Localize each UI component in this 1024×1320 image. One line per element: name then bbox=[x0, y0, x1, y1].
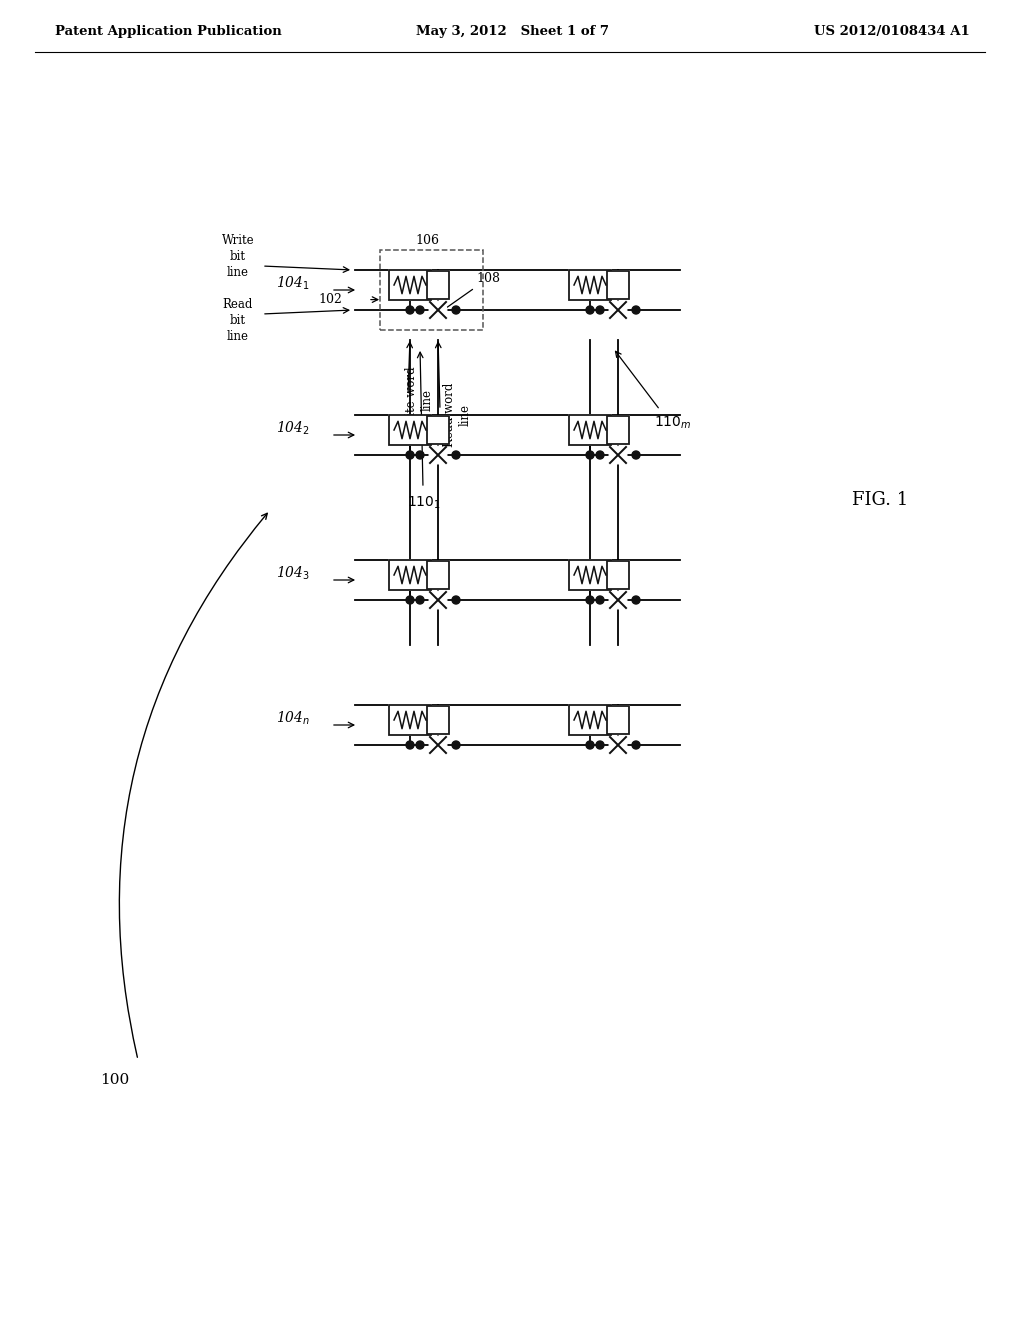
Bar bbox=[426, 705, 450, 735]
Circle shape bbox=[452, 597, 460, 605]
Bar bbox=[569, 560, 611, 590]
Circle shape bbox=[452, 306, 460, 314]
Text: Patent Application Publication: Patent Application Publication bbox=[55, 25, 282, 38]
Circle shape bbox=[632, 451, 640, 459]
Circle shape bbox=[416, 306, 424, 314]
Circle shape bbox=[596, 597, 604, 605]
Circle shape bbox=[586, 741, 594, 748]
Circle shape bbox=[452, 741, 460, 748]
Text: Read
bit
line: Read bit line bbox=[223, 297, 253, 342]
Bar bbox=[427, 561, 449, 589]
Bar bbox=[568, 558, 612, 591]
Bar bbox=[427, 706, 449, 734]
Circle shape bbox=[429, 446, 446, 463]
Circle shape bbox=[406, 451, 414, 459]
Text: 106: 106 bbox=[415, 234, 439, 247]
Text: 102: 102 bbox=[318, 293, 342, 306]
Text: 104$_3$: 104$_3$ bbox=[276, 564, 310, 582]
Circle shape bbox=[406, 597, 414, 605]
Bar bbox=[389, 705, 431, 735]
Circle shape bbox=[429, 591, 446, 609]
Bar bbox=[569, 414, 611, 445]
Bar bbox=[389, 560, 431, 590]
Bar bbox=[388, 269, 432, 301]
Circle shape bbox=[632, 597, 640, 605]
Circle shape bbox=[609, 301, 627, 319]
Bar bbox=[606, 560, 630, 590]
Bar bbox=[606, 271, 630, 300]
Bar bbox=[568, 704, 612, 737]
Text: $110_m$: $110_m$ bbox=[654, 414, 692, 432]
Circle shape bbox=[416, 597, 424, 605]
Bar bbox=[607, 561, 629, 589]
Bar bbox=[569, 271, 611, 300]
Bar bbox=[569, 705, 611, 735]
Bar bbox=[388, 704, 432, 737]
Circle shape bbox=[609, 446, 627, 463]
Text: $110_1$: $110_1$ bbox=[408, 495, 441, 511]
Bar bbox=[606, 705, 630, 735]
Text: May 3, 2012   Sheet 1 of 7: May 3, 2012 Sheet 1 of 7 bbox=[416, 25, 608, 38]
Circle shape bbox=[632, 306, 640, 314]
Circle shape bbox=[586, 597, 594, 605]
Circle shape bbox=[416, 451, 424, 459]
Bar bbox=[568, 414, 612, 446]
Text: 108: 108 bbox=[442, 272, 500, 310]
Circle shape bbox=[609, 737, 627, 754]
Bar bbox=[426, 414, 450, 445]
Bar bbox=[607, 416, 629, 444]
Circle shape bbox=[632, 741, 640, 748]
Text: FIG. 1: FIG. 1 bbox=[852, 491, 908, 510]
Circle shape bbox=[406, 306, 414, 314]
Circle shape bbox=[406, 741, 414, 748]
Bar bbox=[389, 414, 431, 445]
Bar bbox=[426, 560, 450, 590]
Circle shape bbox=[596, 306, 604, 314]
Bar bbox=[607, 706, 629, 734]
Circle shape bbox=[429, 737, 446, 754]
Bar bbox=[380, 249, 483, 330]
Text: Write
bit
line: Write bit line bbox=[221, 235, 254, 280]
Bar bbox=[607, 271, 629, 300]
Text: 104$_n$: 104$_n$ bbox=[275, 709, 310, 727]
Text: 104$_2$: 104$_2$ bbox=[276, 420, 310, 437]
Circle shape bbox=[429, 301, 446, 319]
Bar bbox=[427, 416, 449, 444]
Bar bbox=[606, 414, 630, 445]
Bar bbox=[389, 271, 431, 300]
Bar bbox=[568, 269, 612, 301]
Text: 100: 100 bbox=[100, 1073, 130, 1086]
Bar bbox=[426, 271, 450, 300]
Circle shape bbox=[596, 741, 604, 748]
Text: Write word
line: Write word line bbox=[406, 367, 434, 433]
Bar bbox=[388, 414, 432, 446]
Text: Read word
line: Read word line bbox=[443, 383, 472, 447]
Circle shape bbox=[452, 451, 460, 459]
Text: US 2012/0108434 A1: US 2012/0108434 A1 bbox=[814, 25, 970, 38]
Circle shape bbox=[586, 306, 594, 314]
Circle shape bbox=[416, 741, 424, 748]
Bar bbox=[388, 558, 432, 591]
Circle shape bbox=[586, 451, 594, 459]
Circle shape bbox=[596, 451, 604, 459]
Text: 104$_1$: 104$_1$ bbox=[276, 275, 310, 292]
Circle shape bbox=[609, 591, 627, 609]
Bar bbox=[427, 271, 449, 300]
